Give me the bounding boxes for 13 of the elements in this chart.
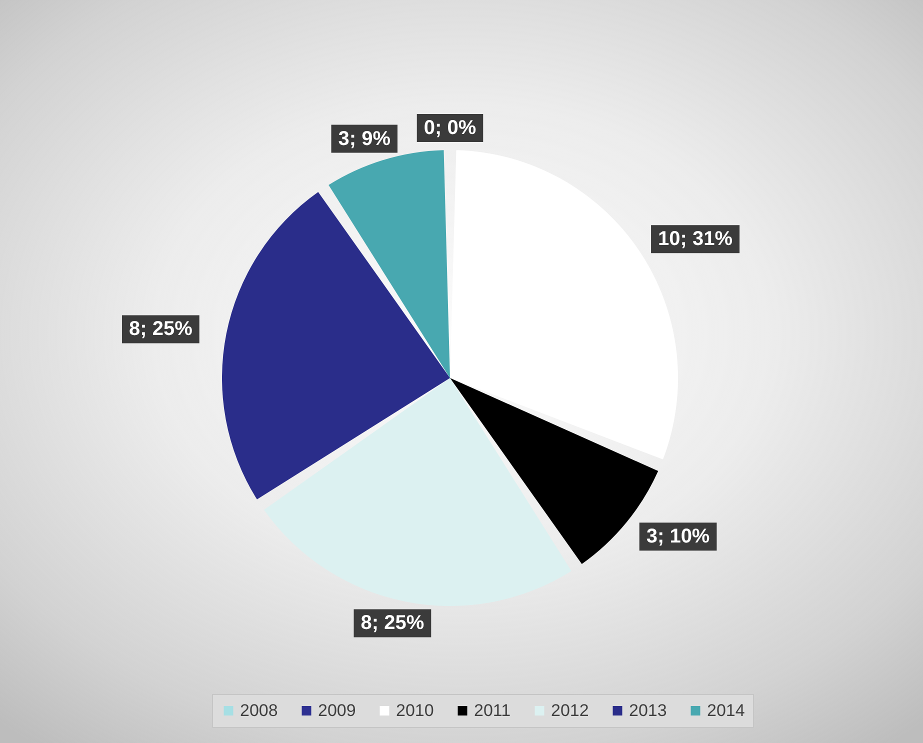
data-label: 3; 9% — [338, 128, 391, 150]
legend-label: 2013 — [629, 700, 667, 720]
legend-label: 2009 — [318, 700, 356, 720]
legend-label: 2011 — [474, 700, 511, 720]
legend-label: 2012 — [551, 700, 589, 720]
legend-label: 2014 — [707, 700, 745, 720]
legend-label: 2008 — [240, 700, 278, 720]
data-label: 3; 10% — [646, 526, 710, 548]
data-label: 8; 25% — [360, 612, 424, 634]
text: 0; 0% — [424, 117, 476, 139]
data-label: 8; 25% — [128, 318, 193, 340]
legend-label: 2010 — [396, 700, 434, 720]
data-label: 10; 31% — [658, 228, 733, 250]
